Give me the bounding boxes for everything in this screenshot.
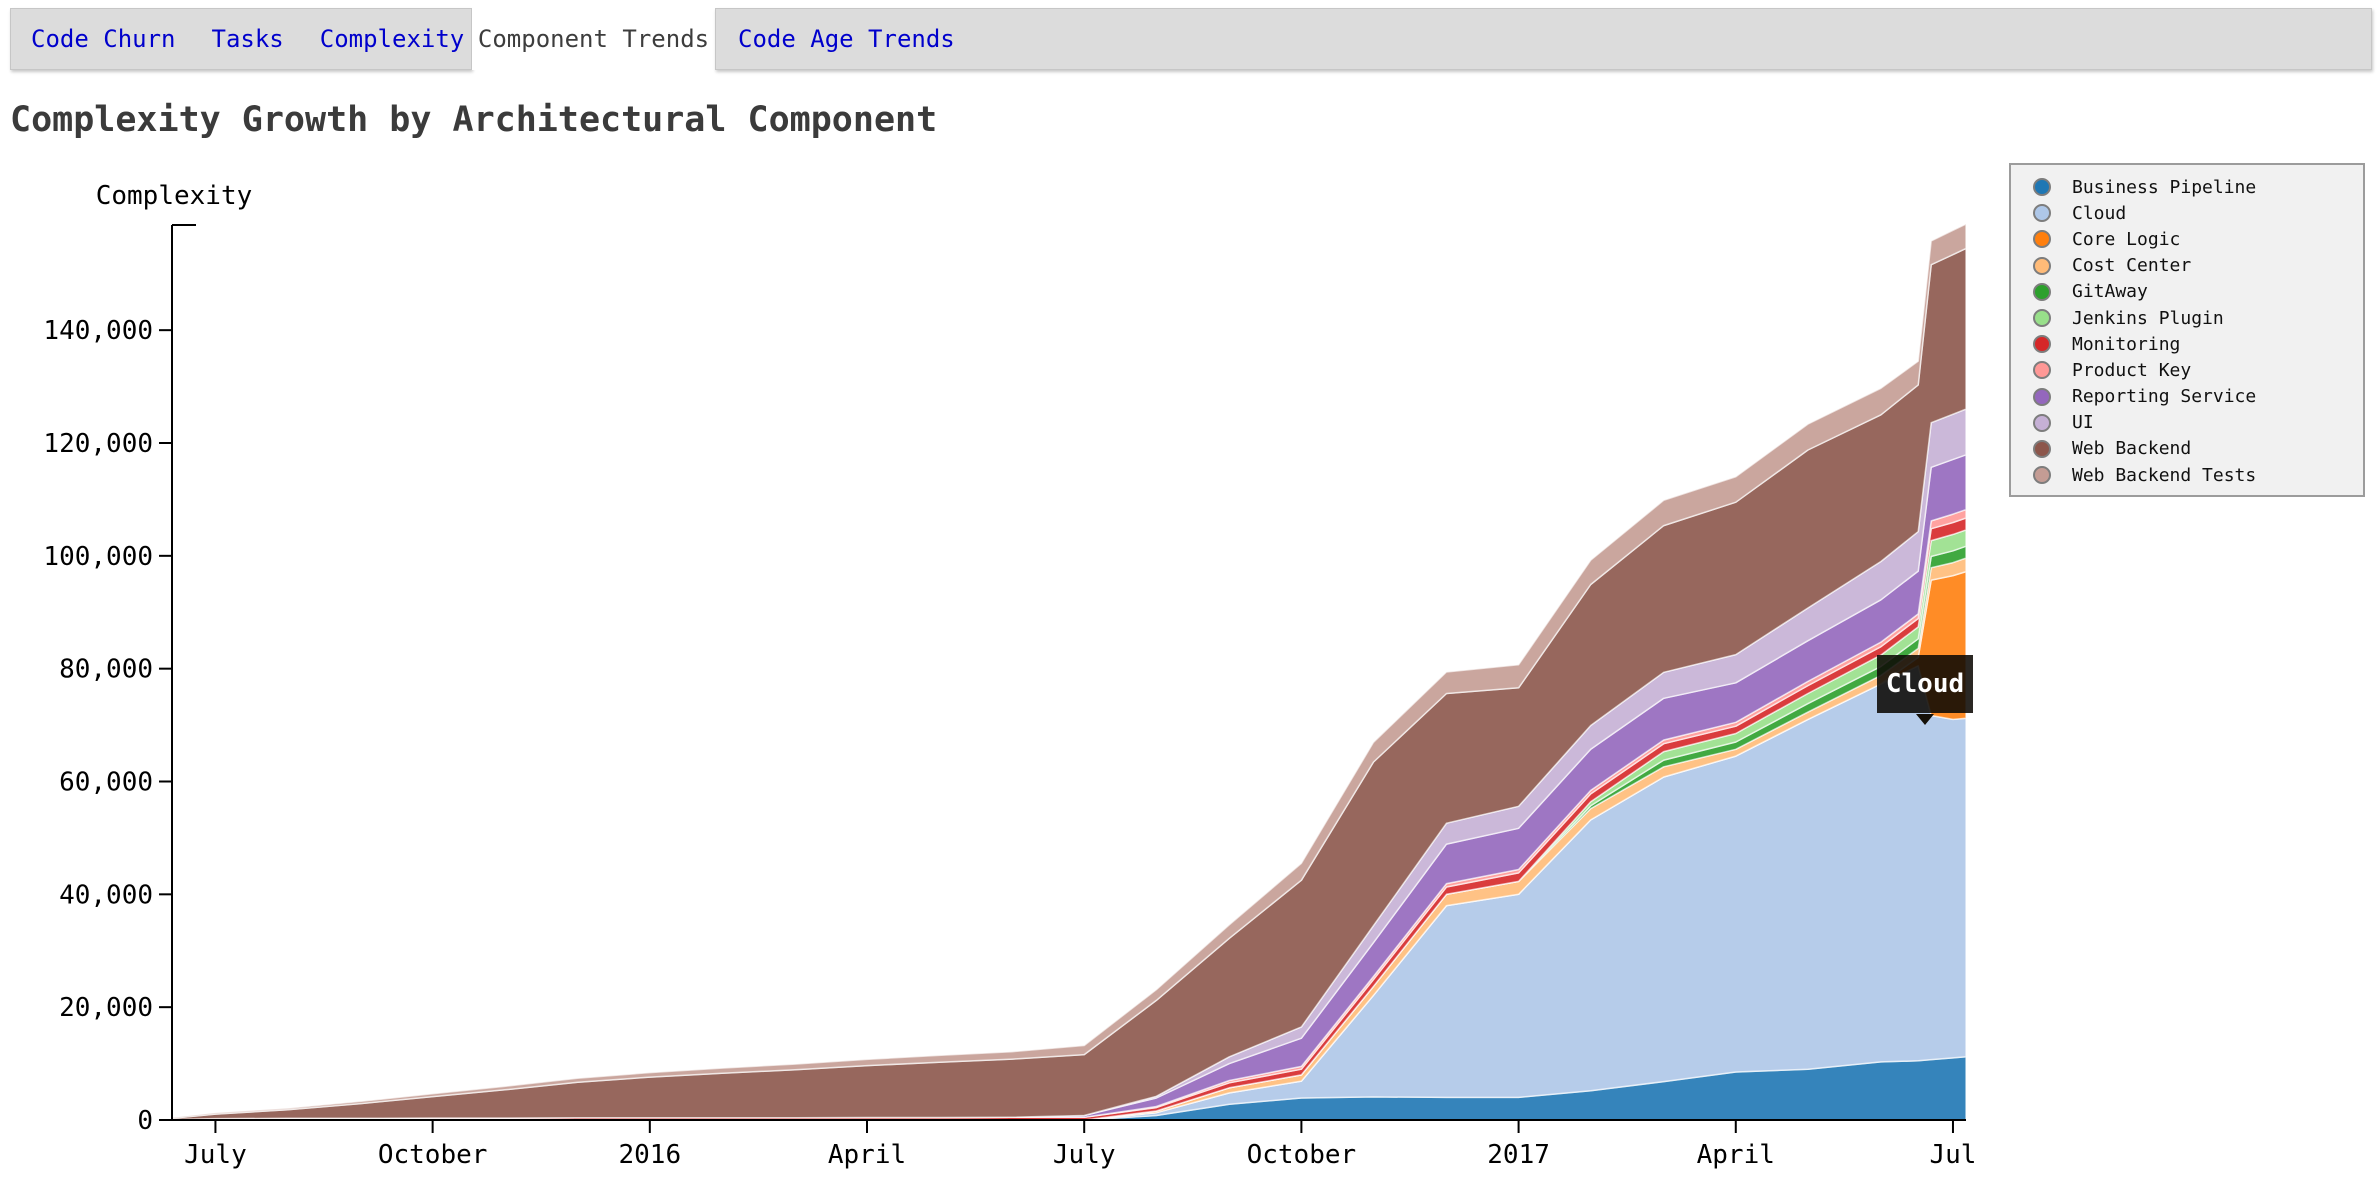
x-tick-label: July [184, 1140, 247, 1170]
tab-group-right: Code Age Trends [715, 8, 2372, 70]
legend-label: Cloud [2072, 202, 2127, 224]
legend-label: Business Pipeline [2072, 176, 2257, 198]
legend-item-web-backend-tests: Web Backend Tests [2033, 462, 2363, 488]
y-tick-label: 0 [137, 1106, 153, 1136]
tab-tasks[interactable]: Tasks [211, 25, 284, 53]
legend-label: Product Key [2072, 359, 2192, 381]
chart-areas [171, 223, 1967, 1121]
tab-code-churn[interactable]: Code Churn [31, 25, 176, 53]
legend-swatch-circle-icon [2033, 309, 2051, 328]
legend-swatch-circle-icon [2033, 230, 2051, 249]
legend-label: UI [2072, 412, 2094, 434]
legend-item-gitaway: GitAway [2033, 279, 2363, 305]
legend-swatch-circle-icon [2033, 387, 2051, 406]
y-tick-label: 120,000 [43, 429, 153, 459]
legend-item-monitoring: Monitoring [2033, 331, 2363, 357]
area-web-backend-tests[interactable] [171, 223, 1967, 1120]
legend-item-reporting-service: Reporting Service [2033, 384, 2363, 410]
tab-group-left: Code Churn Tasks Complexity [10, 8, 472, 70]
legend-item-cost-center: Cost Center [2033, 253, 2363, 279]
x-tick-label: 2016 [619, 1140, 682, 1170]
legend-item-core-logic: Core Logic [2033, 226, 2363, 252]
legend-swatch-circle-icon [2033, 335, 2051, 354]
x-tick-label: July [1053, 1140, 1116, 1170]
legend-item-business-pipeline: Business Pipeline [2033, 174, 2363, 200]
legend-swatch-circle-icon [2033, 282, 2051, 301]
tooltip-label: Cloud [1885, 669, 1965, 699]
legend-swatch-circle-icon [2033, 361, 2051, 380]
legend-label: Core Logic [2072, 228, 2181, 250]
legend-swatch-circle-icon [2033, 413, 2051, 432]
y-tick-label: 80,000 [59, 655, 153, 685]
tab-complexity[interactable]: Complexity [319, 25, 465, 53]
page-title: Complexity Growth by Architectural Compo… [10, 100, 938, 140]
legend-label: Jenkins Plugin [2072, 307, 2224, 329]
y-tick-label: 60,000 [59, 767, 153, 797]
legend-label: Cost Center [2072, 255, 2192, 277]
legend-item-product-key: Product Key [2033, 357, 2363, 383]
x-tick-label: April [828, 1140, 906, 1170]
y-tick-label: 40,000 [59, 880, 153, 910]
x-tick-label: Jul [1929, 1140, 1976, 1170]
tooltip: Cloud [1877, 655, 1973, 713]
y-axis-title: Complexity [96, 181, 253, 211]
x-tick-label: October [1247, 1140, 1357, 1170]
legend-swatch-circle-icon [2033, 466, 2051, 485]
legend-swatch-circle-icon [2033, 178, 2051, 197]
y-tick-label: 20,000 [59, 993, 153, 1023]
tooltip-arrow-icon [1916, 714, 1934, 725]
tab-component-trends-active[interactable]: Component Trends [472, 8, 715, 70]
legend-label: Web Backend [2072, 438, 2192, 460]
legend-label: Web Backend Tests [2072, 464, 2257, 486]
x-tick-label: 2017 [1487, 1140, 1550, 1170]
x-tick-label: April [1697, 1140, 1775, 1170]
legend-item-jenkins-plugin: Jenkins Plugin [2033, 305, 2363, 331]
x-tick-label: October [378, 1140, 488, 1170]
y-tick-label: 140,000 [43, 316, 153, 346]
y-tick-label: 100,000 [43, 542, 153, 572]
legend-item-web-backend: Web Backend [2033, 436, 2363, 462]
tab-code-age-trends[interactable]: Code Age Trends [738, 25, 955, 53]
legend-item-ui: UI [2033, 410, 2363, 436]
legend-item-cloud: Cloud [2033, 200, 2363, 226]
legend-label: Monitoring [2072, 333, 2181, 355]
legend-label: GitAway [2072, 281, 2148, 303]
legend-label: Reporting Service [2072, 386, 2257, 408]
legend-swatch-circle-icon [2033, 439, 2051, 458]
chart-legend: Business Pipeline Cloud Core Logic Cost Cen… [2009, 163, 2365, 497]
legend-swatch-circle-icon [2033, 204, 2051, 223]
chart-axes: 0 20,000 40,000 60,000 80,000 100,000 120,000 1… [43, 181, 1976, 1170]
legend-swatch-circle-icon [2033, 256, 2051, 275]
